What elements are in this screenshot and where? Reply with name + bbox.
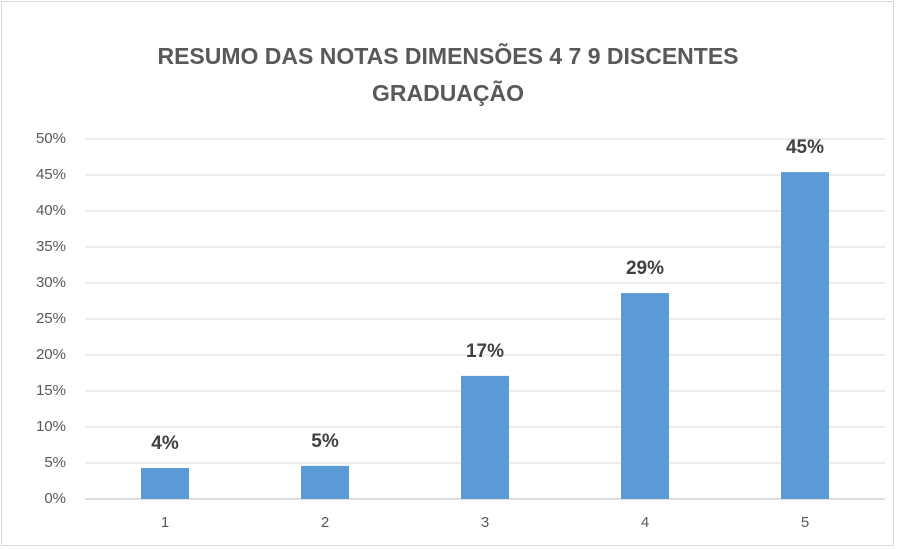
x-tick-label: 1 (161, 514, 169, 531)
value-label: 45% (786, 137, 824, 158)
value-label: 17% (466, 341, 504, 362)
y-tick-label: 30% (36, 274, 66, 291)
y-tick-label: 20% (36, 346, 66, 363)
y-tick-label: 15% (36, 382, 66, 399)
value-label: 5% (311, 431, 339, 452)
bar (141, 468, 189, 499)
y-tick-label: 50% (36, 130, 66, 147)
bar (621, 293, 669, 499)
y-tick-label: 0% (44, 490, 66, 507)
bar (781, 172, 829, 499)
x-tick-label: 5 (801, 514, 809, 531)
y-tick-label: 40% (36, 202, 66, 219)
y-tick-label: 25% (36, 310, 66, 327)
y-tick-label: 45% (36, 166, 66, 183)
chart-title: RESUMO DAS NOTAS DIMENSÕES 4 7 9 DISCENT… (157, 43, 739, 106)
x-tick-label: 3 (481, 514, 489, 531)
x-tick-label: 4 (641, 514, 649, 531)
bar (461, 375, 509, 499)
value-label: 4% (151, 433, 179, 454)
y-tick-label: 5% (44, 454, 66, 471)
x-tick-label: 2 (321, 514, 329, 531)
bar (301, 465, 349, 499)
value-label: 29% (626, 258, 664, 279)
y-tick-label: 10% (36, 418, 66, 435)
y-tick-label: 35% (36, 238, 66, 255)
